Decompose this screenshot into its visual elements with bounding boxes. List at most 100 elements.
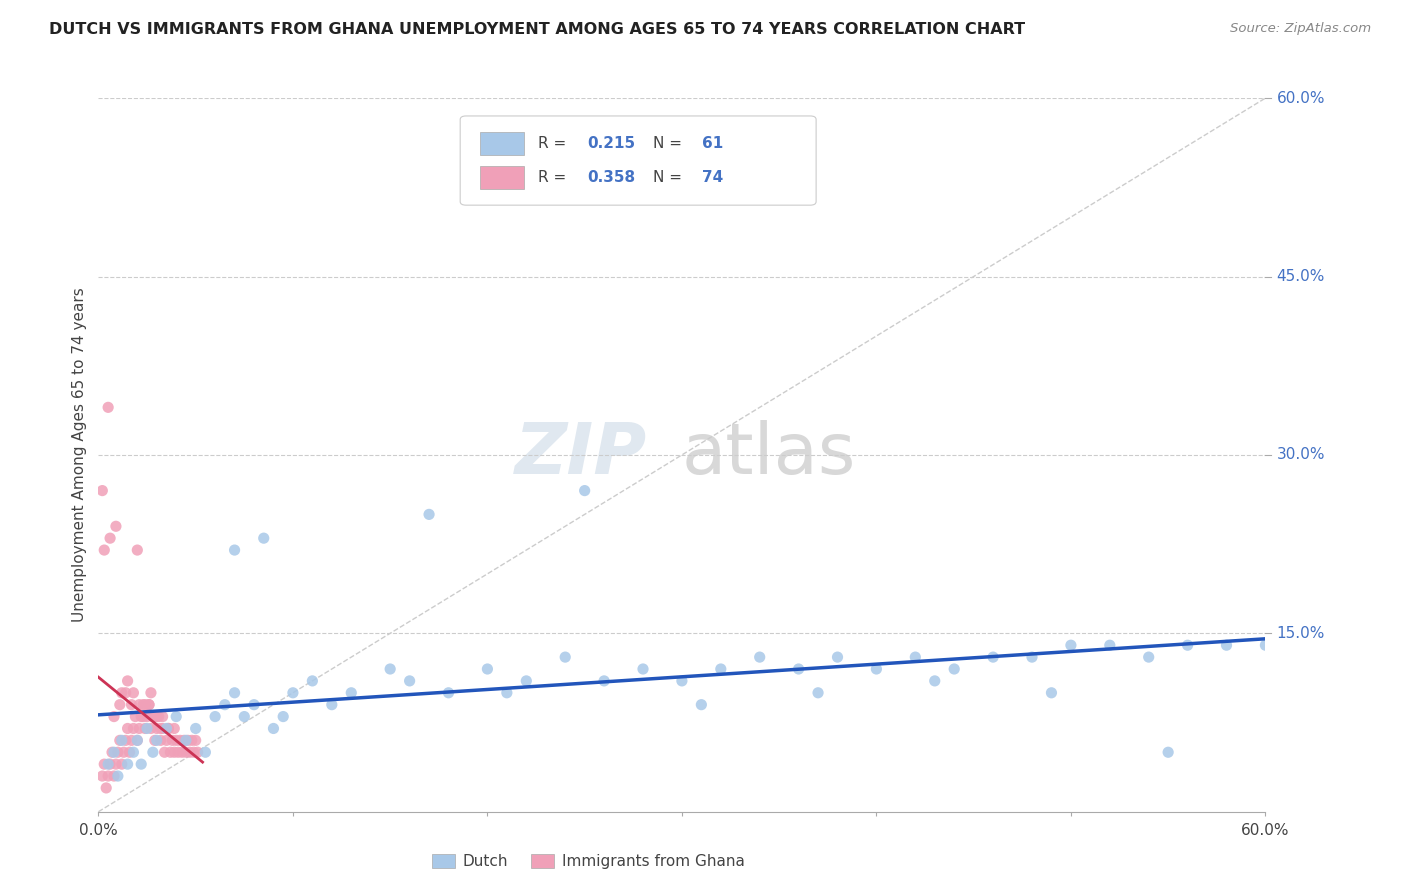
Point [122, 686, 145, 700]
Point [174, 733, 197, 747]
Point [827, 650, 849, 665]
Point [184, 722, 207, 736]
Point [214, 698, 236, 712]
Text: ZIP: ZIP [515, 420, 647, 490]
Point [117, 757, 139, 772]
Point [112, 745, 135, 759]
Point [340, 686, 363, 700]
Point [690, 698, 713, 712]
Text: 45.0%: 45.0% [1277, 269, 1324, 284]
Point [418, 508, 440, 522]
Point [271, 709, 294, 723]
Point [243, 698, 266, 712]
Point [128, 698, 150, 712]
Point [121, 698, 143, 712]
Point [1021, 650, 1043, 665]
Point [1040, 686, 1063, 700]
Point [224, 686, 246, 700]
Text: R =: R = [538, 136, 571, 152]
Text: 60.0%: 60.0% [1277, 91, 1324, 105]
Text: 0.358: 0.358 [588, 169, 636, 185]
Point [96, 780, 118, 795]
Point [157, 722, 180, 736]
Point [169, 733, 191, 747]
Point [1060, 638, 1083, 652]
Point [165, 709, 187, 723]
Point [128, 722, 150, 736]
Point [163, 722, 186, 736]
Point [153, 745, 176, 759]
Point [146, 733, 169, 747]
Point [204, 709, 226, 723]
Point [107, 745, 129, 759]
Point [378, 662, 402, 676]
Y-axis label: Unemployment Among Ages 65 to 74 years: Unemployment Among Ages 65 to 74 years [72, 287, 87, 623]
Point [103, 769, 125, 783]
Point [97, 401, 120, 415]
Point [122, 722, 145, 736]
Point [981, 650, 1004, 665]
Point [515, 673, 537, 688]
Point [93, 757, 115, 772]
Point [138, 698, 160, 712]
FancyBboxPatch shape [460, 116, 815, 205]
Point [134, 698, 156, 712]
Point [155, 733, 177, 747]
Point [807, 686, 830, 700]
Point [104, 519, 127, 533]
Point [157, 722, 180, 736]
Point [253, 531, 276, 545]
Point [155, 722, 177, 736]
Point [787, 662, 810, 676]
Point [104, 757, 127, 772]
Point [165, 733, 187, 747]
Point [124, 709, 146, 723]
Point [184, 733, 207, 747]
Point [748, 650, 770, 665]
Point [103, 745, 125, 759]
Point [142, 745, 165, 759]
Point [865, 662, 887, 676]
Point [167, 745, 190, 759]
Point [398, 673, 420, 688]
Point [107, 769, 129, 783]
Point [187, 745, 209, 759]
Point [93, 543, 115, 558]
Point [593, 673, 616, 688]
Point [117, 673, 139, 688]
Text: DUTCH VS IMMIGRANTS FROM GHANA UNEMPLOYMENT AMONG AGES 65 TO 74 YEARS CORRELATIO: DUTCH VS IMMIGRANTS FROM GHANA UNEMPLOYM… [49, 22, 1025, 37]
Point [143, 733, 166, 747]
Point [97, 769, 120, 783]
Point [149, 733, 172, 747]
Point [134, 722, 156, 736]
Point [924, 673, 946, 688]
Text: 0.215: 0.215 [588, 136, 636, 152]
Text: 30.0%: 30.0% [1277, 448, 1324, 462]
Point [139, 686, 162, 700]
FancyBboxPatch shape [479, 166, 524, 189]
Point [103, 709, 125, 723]
Point [136, 722, 159, 736]
Point [111, 733, 134, 747]
Point [127, 543, 149, 558]
Point [163, 745, 186, 759]
Point [159, 745, 181, 759]
Point [127, 733, 149, 747]
Point [146, 722, 169, 736]
Point [118, 745, 141, 759]
Point [162, 733, 184, 747]
Point [152, 709, 174, 723]
Point [301, 673, 323, 688]
Point [97, 757, 120, 772]
Point [98, 757, 121, 772]
Point [91, 769, 114, 783]
Point [1137, 650, 1160, 665]
Point [114, 733, 136, 747]
Point [574, 483, 596, 498]
Point [139, 722, 162, 736]
Point [1215, 638, 1237, 652]
Point [138, 698, 160, 712]
Point [321, 698, 343, 712]
Point [136, 709, 159, 723]
Point [108, 698, 131, 712]
